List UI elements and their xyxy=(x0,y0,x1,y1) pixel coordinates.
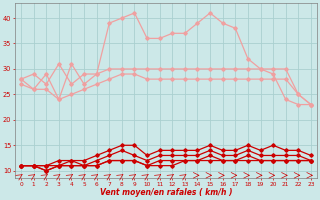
X-axis label: Vent moyen/en rafales ( km/h ): Vent moyen/en rafales ( km/h ) xyxy=(100,188,232,197)
